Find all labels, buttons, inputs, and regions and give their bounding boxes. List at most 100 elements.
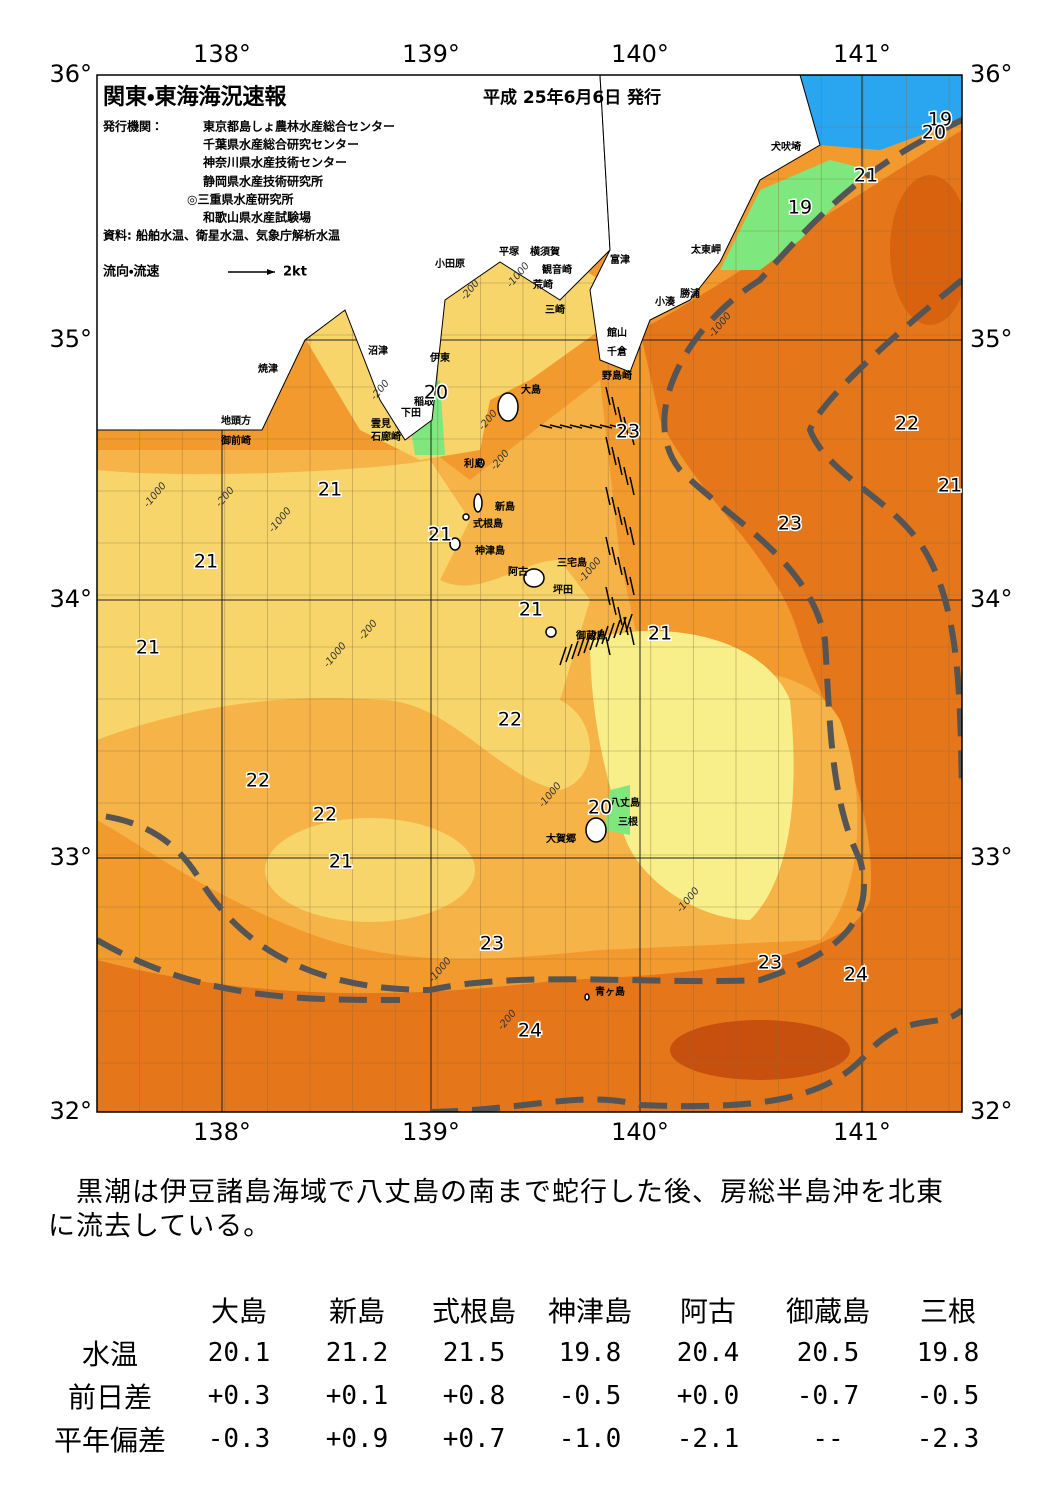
- table-cell: -0.3: [207, 1423, 271, 1454]
- table-cell: +0.8: [442, 1380, 506, 1411]
- current-arrow: [605, 636, 611, 656]
- legend-scale: 2kt: [283, 265, 307, 280]
- current-arrow: [599, 424, 613, 429]
- place-name: 石廊崎: [370, 430, 401, 443]
- current-arrow: [629, 576, 635, 596]
- legend-label: 流向・流速: [103, 264, 159, 280]
- issue-date: 平成 25年6月6日 発行: [483, 87, 661, 108]
- lat-label: 32°: [49, 1097, 92, 1125]
- contour-label: 21: [194, 551, 218, 573]
- table-header: 大島 新島 式根島 神津島 阿古 御蔵島 三根: [40, 1288, 1008, 1331]
- issuer-label: 発行機関：: [102, 119, 163, 134]
- place-name: 大島: [521, 383, 541, 396]
- place-name: 太東岬: [690, 243, 721, 256]
- place-name: 地頭方: [221, 414, 251, 427]
- contour-label: 21: [854, 165, 878, 187]
- place-name: 稲取: [414, 395, 435, 408]
- place-name: 野島崎: [602, 369, 632, 382]
- place-name: 御前崎: [220, 434, 251, 447]
- place-name: 横須賀: [530, 245, 560, 258]
- lat-label: 36°: [970, 60, 1013, 88]
- table-cell: 新島: [328, 1294, 385, 1328]
- table-cell: -0.5: [558, 1380, 622, 1411]
- lat-label: 32°: [970, 1097, 1013, 1125]
- contour-label: 23: [616, 421, 640, 443]
- current-arrow: [629, 626, 635, 646]
- current-arrow: [611, 546, 617, 566]
- place-name: 式根島: [473, 517, 503, 530]
- table-cell: 御蔵島: [785, 1294, 870, 1328]
- current-arrow: [609, 424, 623, 429]
- current-arrow: [623, 466, 629, 486]
- pale-zone: [590, 630, 794, 920]
- current-arrow: [611, 446, 617, 466]
- lon-label: 140°: [611, 40, 669, 68]
- current-arrow: [569, 424, 583, 429]
- place-name: 三崎: [545, 303, 565, 316]
- lon-label: 140°: [611, 1118, 669, 1146]
- place-name: 青ヶ島: [595, 985, 625, 998]
- issuer: 神奈川県水産技術センター: [202, 155, 347, 170]
- cold-zone: [605, 785, 630, 835]
- current-arrow: [589, 424, 603, 429]
- place-name: 八丈島: [610, 796, 640, 809]
- contour-label: 23: [778, 513, 802, 535]
- issuer: 千葉県水産総合研究センター: [203, 137, 359, 152]
- table-cell: 19.8: [558, 1337, 622, 1368]
- cool-zone: [265, 818, 475, 922]
- current-arrow: [601, 625, 609, 645]
- current-arrow: [549, 424, 563, 429]
- place-name: 犬吠埼: [771, 140, 801, 153]
- contour-label: 22: [498, 709, 522, 731]
- table-row: 水温 20.1 21.2 21.5 19.8 20.4 20.5 19.8: [40, 1331, 1008, 1374]
- table-cell: 阿古: [679, 1294, 736, 1328]
- current-arrow: [617, 456, 623, 476]
- table-cell: -2.3: [916, 1423, 980, 1454]
- place-name: 下田: [401, 407, 421, 419]
- current-arrow: [629, 476, 635, 496]
- table-cell: -0.5: [916, 1380, 980, 1411]
- current-arrow: [629, 426, 635, 446]
- current-arrow: [605, 386, 611, 406]
- lon-label: 138°: [193, 1118, 251, 1146]
- lon-label: 141°: [833, 40, 891, 68]
- place-name: 利島: [464, 457, 484, 470]
- contour-label: 21: [329, 851, 353, 873]
- table-row: 前日差 +0.3 +0.1 +0.8 -0.5 +0.0 -0.7 -0.5: [40, 1374, 1008, 1417]
- place-name: 三根: [618, 815, 639, 828]
- current-arrow: [625, 613, 633, 633]
- current-arrows: [539, 386, 635, 666]
- place-name: 観音崎: [542, 263, 572, 276]
- place-name: 平塚: [499, 245, 520, 258]
- current-arrow: [623, 516, 629, 536]
- place-name: 荒崎: [532, 278, 553, 291]
- place-name: 小湊: [654, 295, 676, 308]
- current-arrow: [611, 596, 617, 616]
- table-cell: 20.1: [207, 1337, 271, 1368]
- contour-label: 20: [424, 382, 448, 404]
- cold-water: [790, 75, 962, 150]
- contour-label: 20: [588, 797, 612, 819]
- lat-label: 35°: [49, 325, 92, 353]
- current-arrow: [611, 496, 617, 516]
- issuer: 和歌山県水産試験場: [202, 210, 311, 225]
- current-arrow: [617, 606, 623, 626]
- table-cell: 20.4: [676, 1337, 740, 1368]
- current-arrow: [559, 646, 567, 666]
- table-row: 平年偏差 -0.3 +0.9 +0.7 -1.0 -2.1 -- -2.3: [40, 1417, 1008, 1460]
- table-cell: 水温: [81, 1337, 138, 1371]
- current-arrow: [617, 406, 623, 426]
- sea-temperature: [97, 75, 962, 1112]
- place-name: 富津: [610, 253, 630, 266]
- contour-label: 23: [758, 952, 782, 974]
- description-line: に流去している。: [48, 1211, 272, 1242]
- contour-label: 22: [895, 413, 919, 435]
- current-arrow: [577, 637, 585, 657]
- contour-label: 21: [428, 524, 452, 546]
- contour-label: 20: [922, 122, 946, 144]
- current-arrow: [579, 424, 593, 429]
- contour-label: 19: [928, 109, 952, 131]
- lon-label: 138°: [193, 40, 251, 68]
- place-name: 阿古: [508, 565, 528, 578]
- current-arrow: [617, 506, 623, 526]
